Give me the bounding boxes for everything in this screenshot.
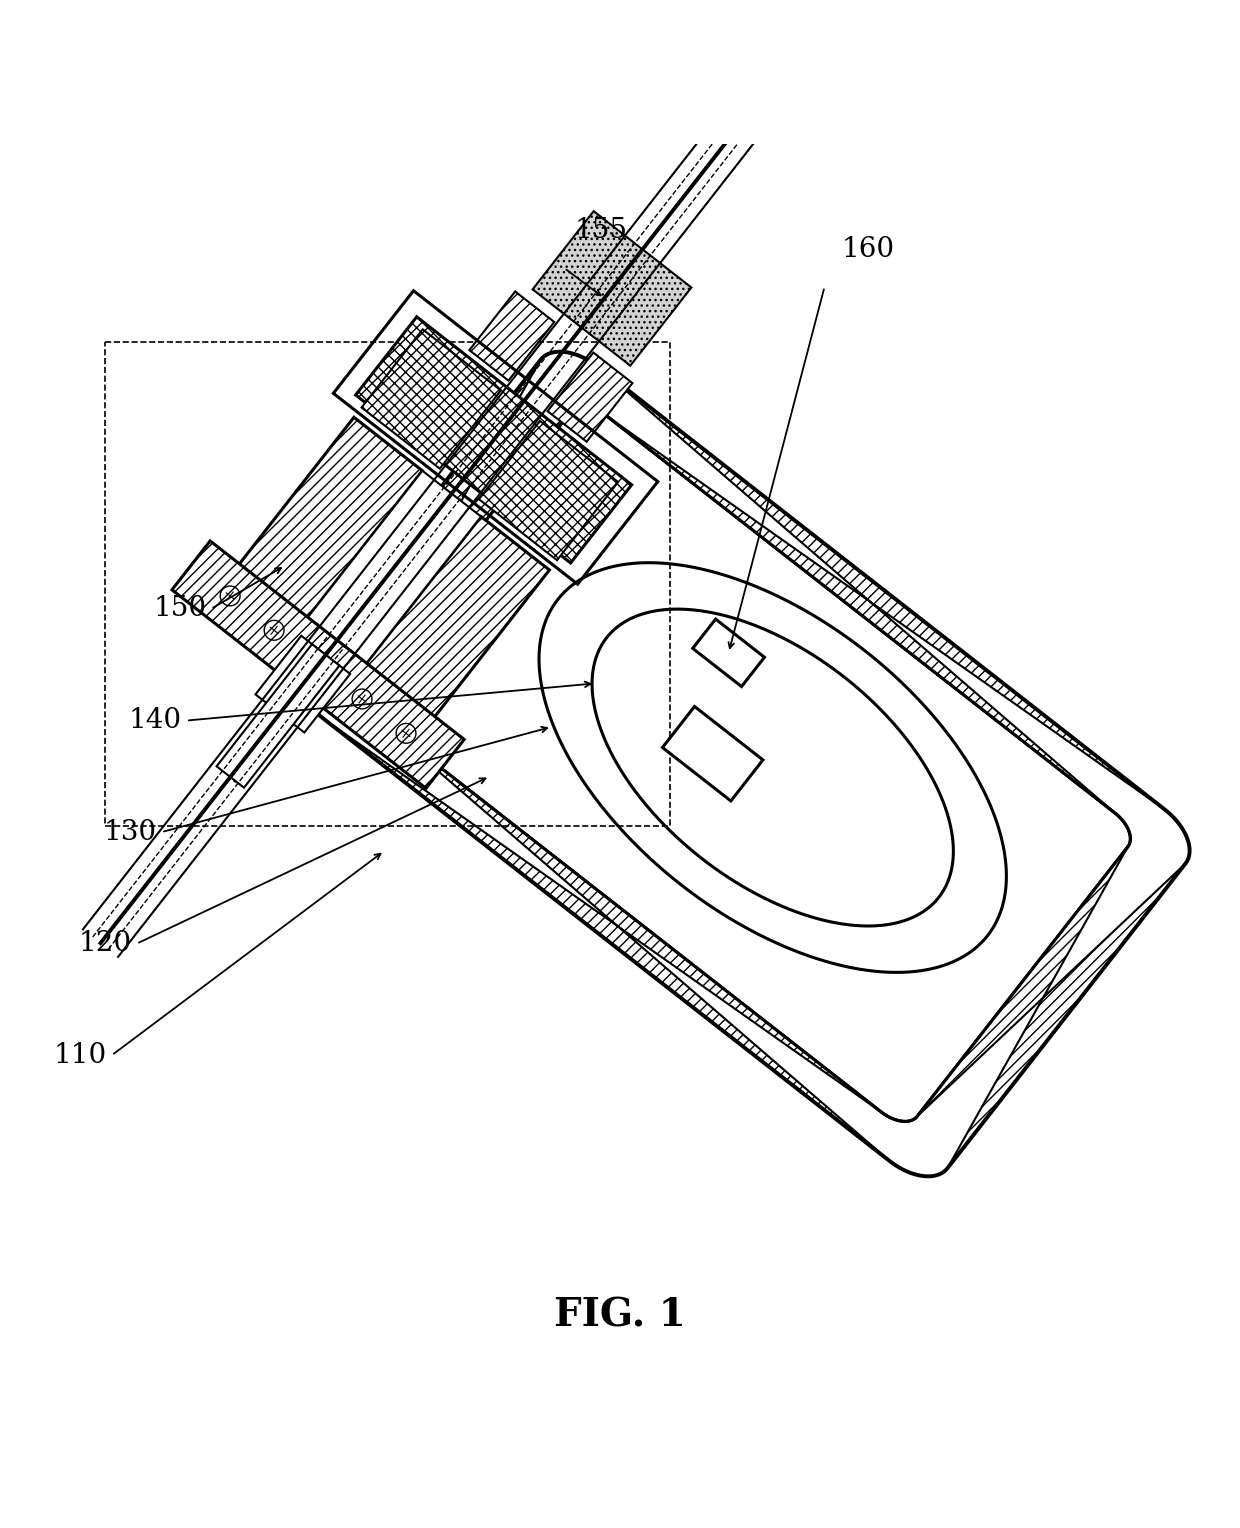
Polygon shape [300, 471, 481, 672]
Text: 150: 150 [154, 596, 206, 622]
Polygon shape [598, 367, 1164, 813]
Text: 130: 130 [104, 819, 156, 845]
Polygon shape [217, 645, 340, 788]
Polygon shape [693, 619, 765, 686]
Polygon shape [533, 211, 692, 365]
Polygon shape [356, 316, 631, 562]
Text: FIG. 1: FIG. 1 [554, 1297, 686, 1335]
Polygon shape [255, 636, 350, 732]
Polygon shape [470, 292, 554, 380]
Polygon shape [591, 610, 954, 926]
Polygon shape [357, 406, 1131, 1122]
Polygon shape [172, 541, 464, 788]
Polygon shape [548, 353, 632, 442]
Polygon shape [479, 420, 618, 561]
Polygon shape [303, 359, 570, 681]
Text: 160: 160 [842, 235, 894, 263]
Polygon shape [362, 330, 501, 469]
Text: 140: 140 [129, 707, 181, 733]
Text: 120: 120 [79, 931, 131, 958]
Polygon shape [918, 847, 1185, 1169]
Polygon shape [324, 715, 890, 1161]
Polygon shape [358, 516, 549, 726]
Text: 110: 110 [55, 1042, 107, 1070]
Text: 155: 155 [575, 217, 627, 244]
Polygon shape [539, 562, 1007, 972]
Polygon shape [232, 417, 423, 626]
Polygon shape [662, 706, 763, 801]
